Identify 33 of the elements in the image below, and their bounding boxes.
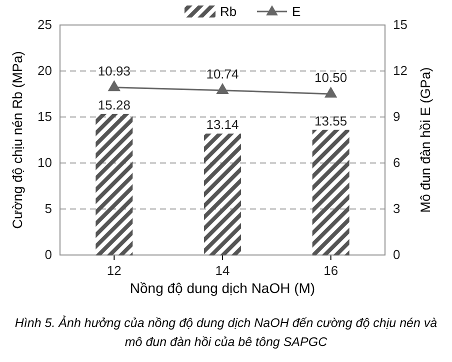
- y2-tick-label: 0: [393, 247, 400, 262]
- point: [108, 80, 121, 92]
- point: [216, 82, 229, 94]
- data-label: 10.74: [206, 66, 239, 82]
- x-tick-label: 12: [106, 263, 122, 278]
- bar: [312, 130, 350, 256]
- y2-tick-label: 3: [393, 201, 400, 216]
- x-axis-title: Nồng độ dung dịch NaOH (M): [130, 280, 316, 296]
- bar: [96, 114, 133, 256]
- y2-axis-title: Mô đun đàn hồi E (GPa): [418, 67, 433, 213]
- y2-tick-label: 6: [393, 155, 400, 170]
- y-axis-title: Cường độ chịu nén Rb (MPa): [10, 51, 25, 229]
- y-tick-label: 15: [38, 109, 52, 124]
- x-tick-label: 14: [215, 263, 230, 278]
- point: [324, 86, 338, 98]
- y-tick-label: 5: [44, 201, 52, 216]
- y2-tick-label: 15: [393, 17, 408, 32]
- legend-label: E: [292, 4, 301, 19]
- data-label: 15.28: [98, 97, 130, 112]
- y-tick-label: 0: [44, 247, 52, 262]
- data-label: 10.93: [98, 63, 130, 78]
- y2-tick-label: 12: [393, 63, 408, 78]
- y-tick-label: 25: [38, 17, 52, 32]
- y-tick-label: 10: [38, 155, 52, 170]
- bar: [204, 134, 241, 256]
- y-tick-label: 20: [38, 63, 52, 78]
- data-label: 13.14: [206, 117, 239, 132]
- text: Hình 5. Ảnh hưởng của nồng độ dung dịch NaOH đến cường độ chịu nén và mô đun đàn hồi của bê tông SAPGC: [14, 315, 438, 349]
- y2-tick-label: 9: [393, 109, 400, 124]
- legend-label: Rb: [220, 4, 237, 19]
- x-tick-label: 16: [324, 263, 338, 278]
- data-label: 13.55: [314, 113, 348, 128]
- data-label: 10.50: [314, 70, 348, 85]
